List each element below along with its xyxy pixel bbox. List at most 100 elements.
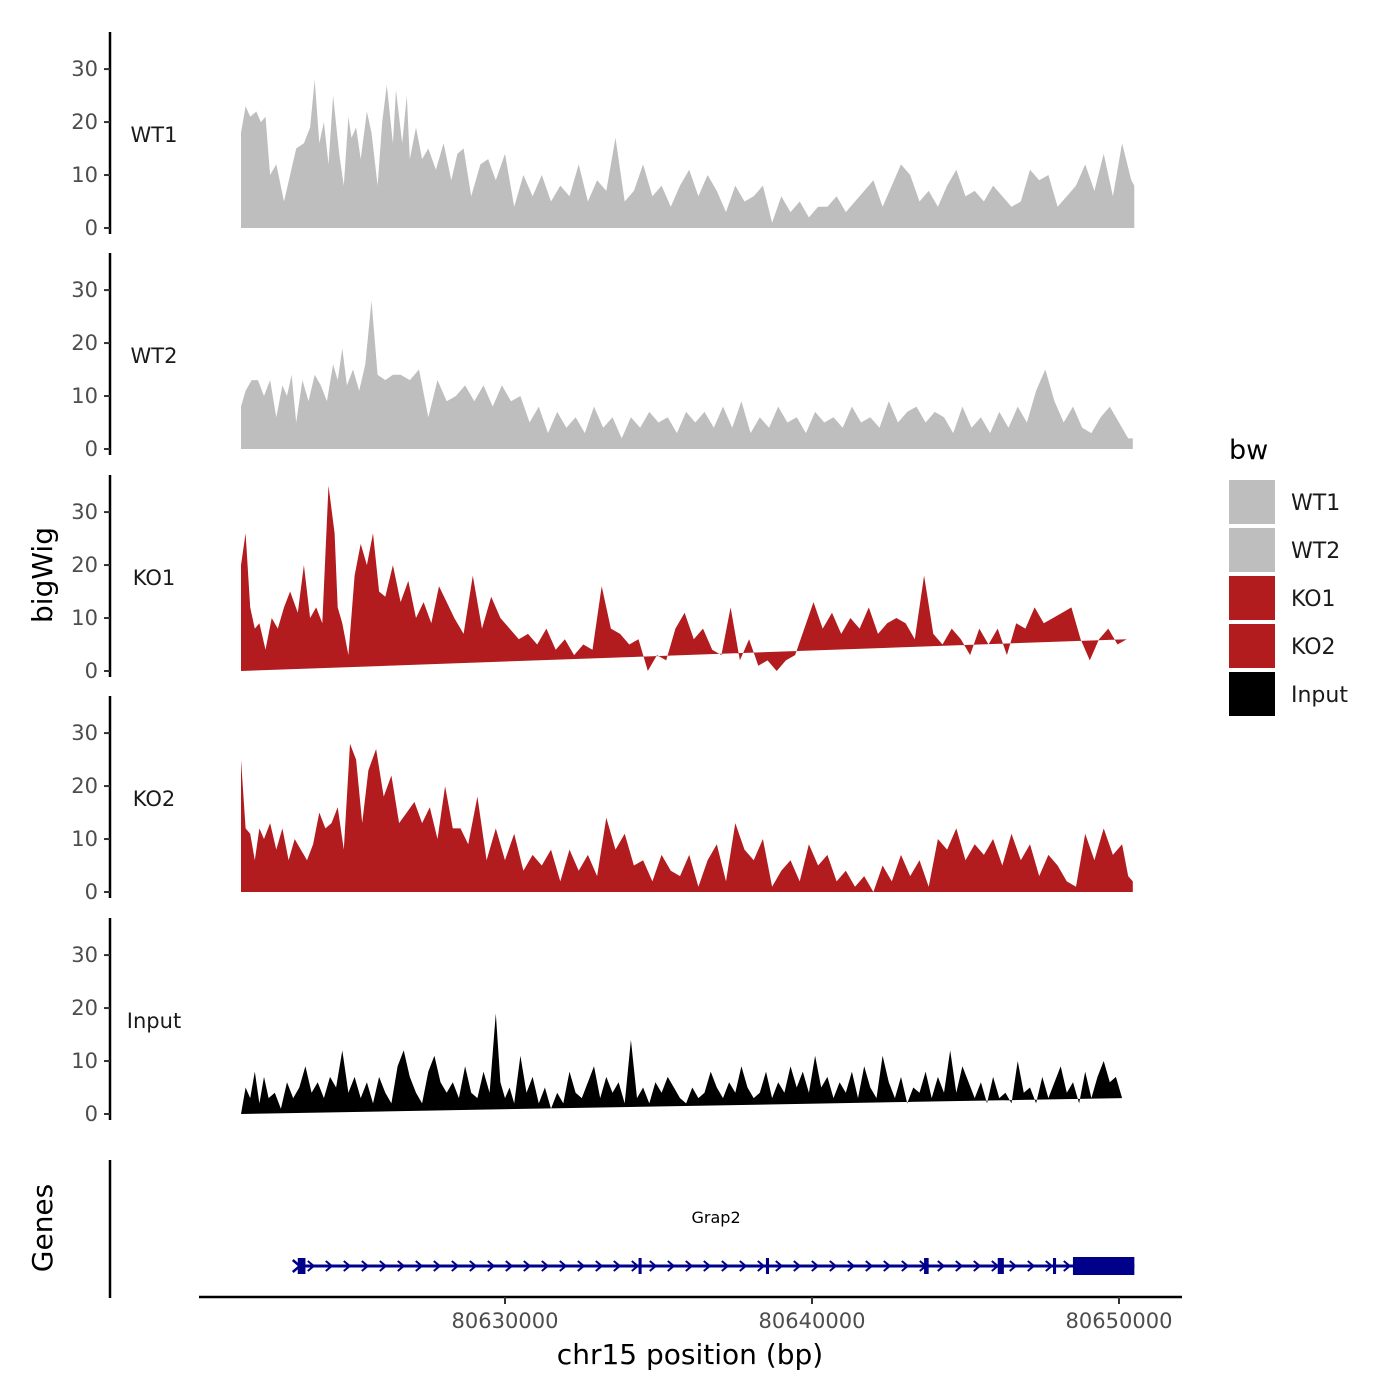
legend-swatch-wt1 (1229, 480, 1275, 524)
strand-arrow (901, 1260, 910, 1272)
y-tick-label: 10 (71, 163, 98, 187)
legend-swatch-ko2 (1229, 624, 1275, 668)
strand-arrow (973, 1260, 982, 1272)
strand-arrow (343, 1260, 352, 1272)
track-label: KO2 (133, 787, 176, 811)
y-tick-label: 20 (71, 553, 98, 577)
strand-arrow (775, 1260, 784, 1272)
strand-arrow (793, 1260, 802, 1272)
track-wt1: 0 10 20 30 WT1 (71, 32, 1135, 240)
track-area-wt2 (241, 300, 1133, 449)
gene-exon (924, 1258, 929, 1274)
y-tick-label: 20 (71, 774, 98, 798)
strand-arrow (379, 1260, 388, 1272)
strand-arrow (541, 1260, 550, 1272)
strand-arrow (739, 1260, 748, 1272)
genes-axis-title: Genes (26, 1184, 59, 1272)
strand-arrow (649, 1260, 658, 1272)
gene-exon (638, 1258, 642, 1274)
gene-name-label: Grap2 (692, 1208, 741, 1227)
strand-arrow (703, 1260, 712, 1272)
strand-arrow (1009, 1260, 1018, 1272)
strand-arrow (667, 1260, 676, 1272)
y-tick-label: 20 (71, 110, 98, 134)
track-area-wt1 (241, 79, 1135, 228)
legend-title: bw (1229, 435, 1268, 466)
strand-arrow (811, 1260, 820, 1272)
strand-arrow (469, 1260, 478, 1272)
strand-arrow (721, 1260, 730, 1272)
strand-arrow (487, 1260, 496, 1272)
track-area-ko1 (241, 485, 1127, 671)
y-tick-label: 30 (71, 943, 98, 967)
track-input: 0 10 20 30 Input (71, 918, 1123, 1126)
strand-arrow (883, 1260, 892, 1272)
strand-arrow (613, 1260, 622, 1272)
strand-arrow (955, 1260, 964, 1272)
strand-arrow (361, 1260, 370, 1272)
strand-arrow (433, 1260, 442, 1272)
strand-arrow (1063, 1260, 1072, 1272)
strand-arrow (865, 1260, 874, 1272)
y-tick-label: 30 (71, 278, 98, 302)
strand-arrow (829, 1260, 838, 1272)
y-tick-label: 30 (71, 500, 98, 524)
legend-swatch-wt2 (1229, 528, 1275, 572)
track-ko1: 0 10 20 30 KO1 (71, 475, 1127, 683)
tracks-layer: 0 10 20 30 WT1 0 10 20 30 WT2 0 10 20 30 KO1 0 10 20 30 KO2… (71, 32, 1135, 1126)
strand-arrow (595, 1260, 604, 1272)
y-tick-label: 10 (71, 384, 98, 408)
y-tick-label: 20 (71, 996, 98, 1020)
gene-exon (997, 1258, 1004, 1274)
track-label: Input (127, 1009, 181, 1033)
y-tick-label: 30 (71, 57, 98, 81)
track-label: WT2 (131, 344, 178, 368)
legend-label-input: Input (1291, 683, 1348, 708)
y-tick-label: 10 (71, 1049, 98, 1073)
track-area-ko2 (241, 743, 1133, 892)
x-axis-title: chr15 position (bp) (557, 1338, 823, 1371)
y-tick-label: 0 (85, 659, 98, 683)
gene-track: Grap2 (108, 1160, 1135, 1298)
strand-arrow (523, 1260, 532, 1272)
strand-arrow (415, 1260, 424, 1272)
legend: bw WT1 WT2 KO1 KO2 Input (1229, 435, 1348, 716)
y-tick-label: 0 (85, 216, 98, 240)
strand-arrow (685, 1260, 694, 1272)
y-tick-label: 10 (71, 606, 98, 630)
y-tick-label: 20 (71, 331, 98, 355)
y-tick-label: 0 (85, 880, 98, 904)
strand-arrow (1045, 1260, 1054, 1272)
track-wt2: 0 10 20 30 WT2 (71, 253, 1133, 461)
x-tick-label: 80650000 (1066, 1309, 1173, 1333)
x-tick-label: 80640000 (759, 1309, 866, 1333)
legend-label-wt2: WT2 (1291, 539, 1340, 564)
strand-arrow (559, 1260, 568, 1272)
strand-arrow (451, 1260, 460, 1272)
strand-arrow (937, 1260, 946, 1272)
track-area-input (241, 1013, 1123, 1114)
strand-arrow (757, 1260, 766, 1272)
gene-exon (765, 1258, 770, 1274)
legend-swatch-input (1229, 672, 1275, 716)
y-tick-label: 10 (71, 827, 98, 851)
strand-arrow (847, 1260, 856, 1272)
legend-swatch-ko1 (1229, 576, 1275, 620)
strand-arrow (1027, 1260, 1036, 1272)
x-tick-label: 80630000 (452, 1309, 559, 1333)
strand-arrow (577, 1260, 586, 1272)
strand-arrow (631, 1260, 640, 1272)
gene-exon (1052, 1258, 1057, 1274)
track-ko2: 0 10 20 30 KO2 (71, 696, 1133, 904)
legend-label-ko1: KO1 (1291, 587, 1336, 612)
gene-exon (1072, 1257, 1135, 1275)
y-axis-title: bigWig (26, 527, 59, 623)
track-label: KO1 (133, 566, 176, 590)
legend-label-wt1: WT1 (1291, 491, 1340, 516)
legend-label-ko2: KO2 (1291, 635, 1336, 660)
x-axis: 80630000 80640000 80650000 (199, 1295, 1182, 1333)
strand-arrow (325, 1260, 334, 1272)
y-tick-label: 0 (85, 1102, 98, 1126)
strand-arrow (505, 1260, 514, 1272)
